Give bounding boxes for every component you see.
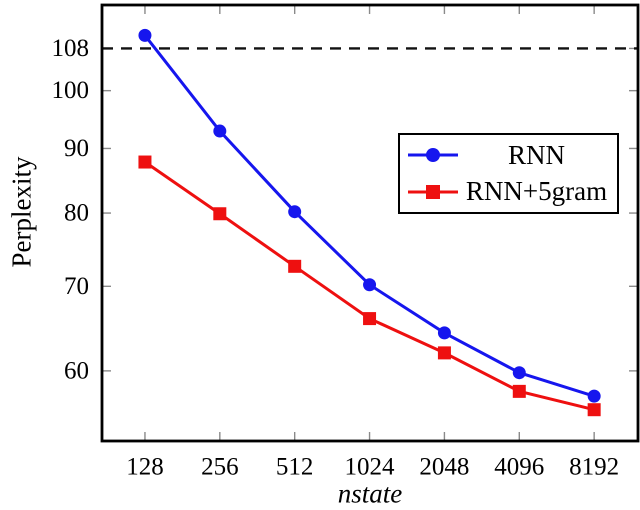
data-point-rnn	[587, 389, 601, 403]
y-tick-label: 90	[64, 135, 89, 162]
y-axis-label: Perplexity	[6, 156, 37, 268]
data-point-rnn+5gram	[363, 312, 377, 326]
y-tick-label: 80	[64, 200, 89, 227]
data-point-rnn	[363, 278, 377, 292]
series-line-rnn	[143, 34, 595, 398]
data-point-rnn	[288, 205, 302, 219]
circle-marker-icon	[426, 148, 440, 163]
square-marker-icon	[426, 184, 440, 199]
data-point-rnn	[138, 28, 152, 42]
x-tick-label: 2048	[419, 454, 469, 481]
data-point-rnn+5gram	[587, 403, 601, 417]
legend-label-rnn5gram: RNN+5gram	[465, 176, 608, 207]
x-tick-label: 4096	[494, 454, 544, 481]
data-point-rnn+5gram	[437, 346, 451, 360]
y-tick-label: 70	[64, 273, 89, 300]
legend: RNN RNN+5gram	[398, 133, 619, 214]
data-point-rnn+5gram	[213, 207, 227, 221]
legend-item-rnn: RNN	[405, 137, 612, 173]
data-point-rnn+5gram	[512, 384, 526, 398]
y-tick-label: 100	[52, 77, 90, 104]
x-axis-label: nstate	[337, 478, 403, 509]
x-tick-label: 128	[126, 454, 164, 481]
x-tick-label: 512	[276, 454, 314, 481]
x-tick-label: 256	[201, 454, 239, 481]
plot-border	[100, 3, 640, 443]
data-point-rnn	[437, 326, 451, 340]
data-point-rnn+5gram	[138, 155, 152, 169]
data-point-rnn	[512, 366, 526, 380]
x-tick-label: 1024	[345, 454, 396, 481]
legend-item-rnn5gram: RNN+5gram	[405, 174, 612, 210]
legend-label-rnn: RNN	[507, 139, 565, 170]
x-tick-label: 8192	[569, 454, 619, 481]
y-tick-label: 60	[64, 357, 89, 384]
data-point-rnn	[213, 124, 227, 138]
data-point-rnn+5gram	[288, 259, 302, 273]
legend-sample-rnn5gram	[408, 184, 458, 199]
y-tick-label: 108	[52, 35, 90, 62]
legend-sample-rnn	[408, 148, 458, 163]
